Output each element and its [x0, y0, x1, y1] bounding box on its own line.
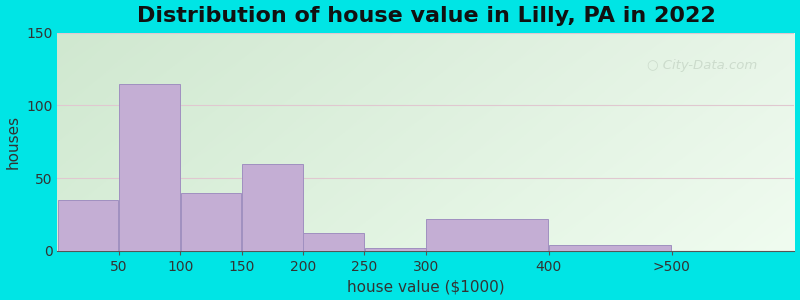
Bar [365, 248, 426, 251]
Y-axis label: houses: houses [6, 115, 21, 169]
Text: ○ City-Data.com: ○ City-Data.com [647, 59, 758, 72]
Bar [119, 84, 180, 251]
X-axis label: house value ($1000): house value ($1000) [347, 279, 505, 294]
Bar [242, 164, 302, 251]
Bar [58, 200, 118, 251]
Bar [303, 233, 364, 251]
Bar [426, 219, 549, 251]
Title: Distribution of house value in Lilly, PA in 2022: Distribution of house value in Lilly, PA… [137, 6, 715, 26]
Bar [181, 193, 242, 251]
Bar [549, 245, 671, 251]
